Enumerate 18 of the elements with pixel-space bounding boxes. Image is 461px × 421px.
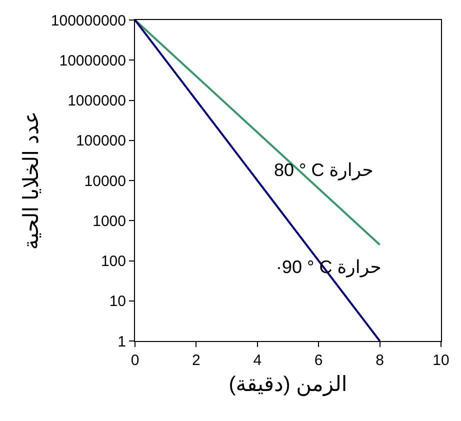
y-tick-label: 10 <box>109 293 126 310</box>
y-tick-label: 100 <box>100 253 126 270</box>
y-tick-label: 1000000 <box>68 92 126 110</box>
x-tick-label: 2 <box>192 352 200 369</box>
y-axis-title: عدد الخلايا الحية <box>20 111 44 250</box>
y-tick-label: 100000 <box>76 132 126 150</box>
x-tick-label: 0 <box>130 352 140 369</box>
y-tick-label: 10000 <box>84 172 126 190</box>
series-label: 80 ° C حرارة <box>274 160 374 181</box>
x-axis-title: الزمن (دقيقة) <box>228 373 348 398</box>
y-tick-label: 10000000 <box>59 52 126 70</box>
y-tick-label: 1 <box>118 333 126 350</box>
y-tick-label: 100000000 <box>50 12 126 30</box>
x-tick-label: 8 <box>376 352 384 369</box>
x-tick-label: 10 <box>432 352 450 369</box>
x-tick-label: 6 <box>314 352 323 369</box>
y-tick-label: 1000 <box>92 212 126 230</box>
x-tick-label: 4 <box>253 352 262 369</box>
